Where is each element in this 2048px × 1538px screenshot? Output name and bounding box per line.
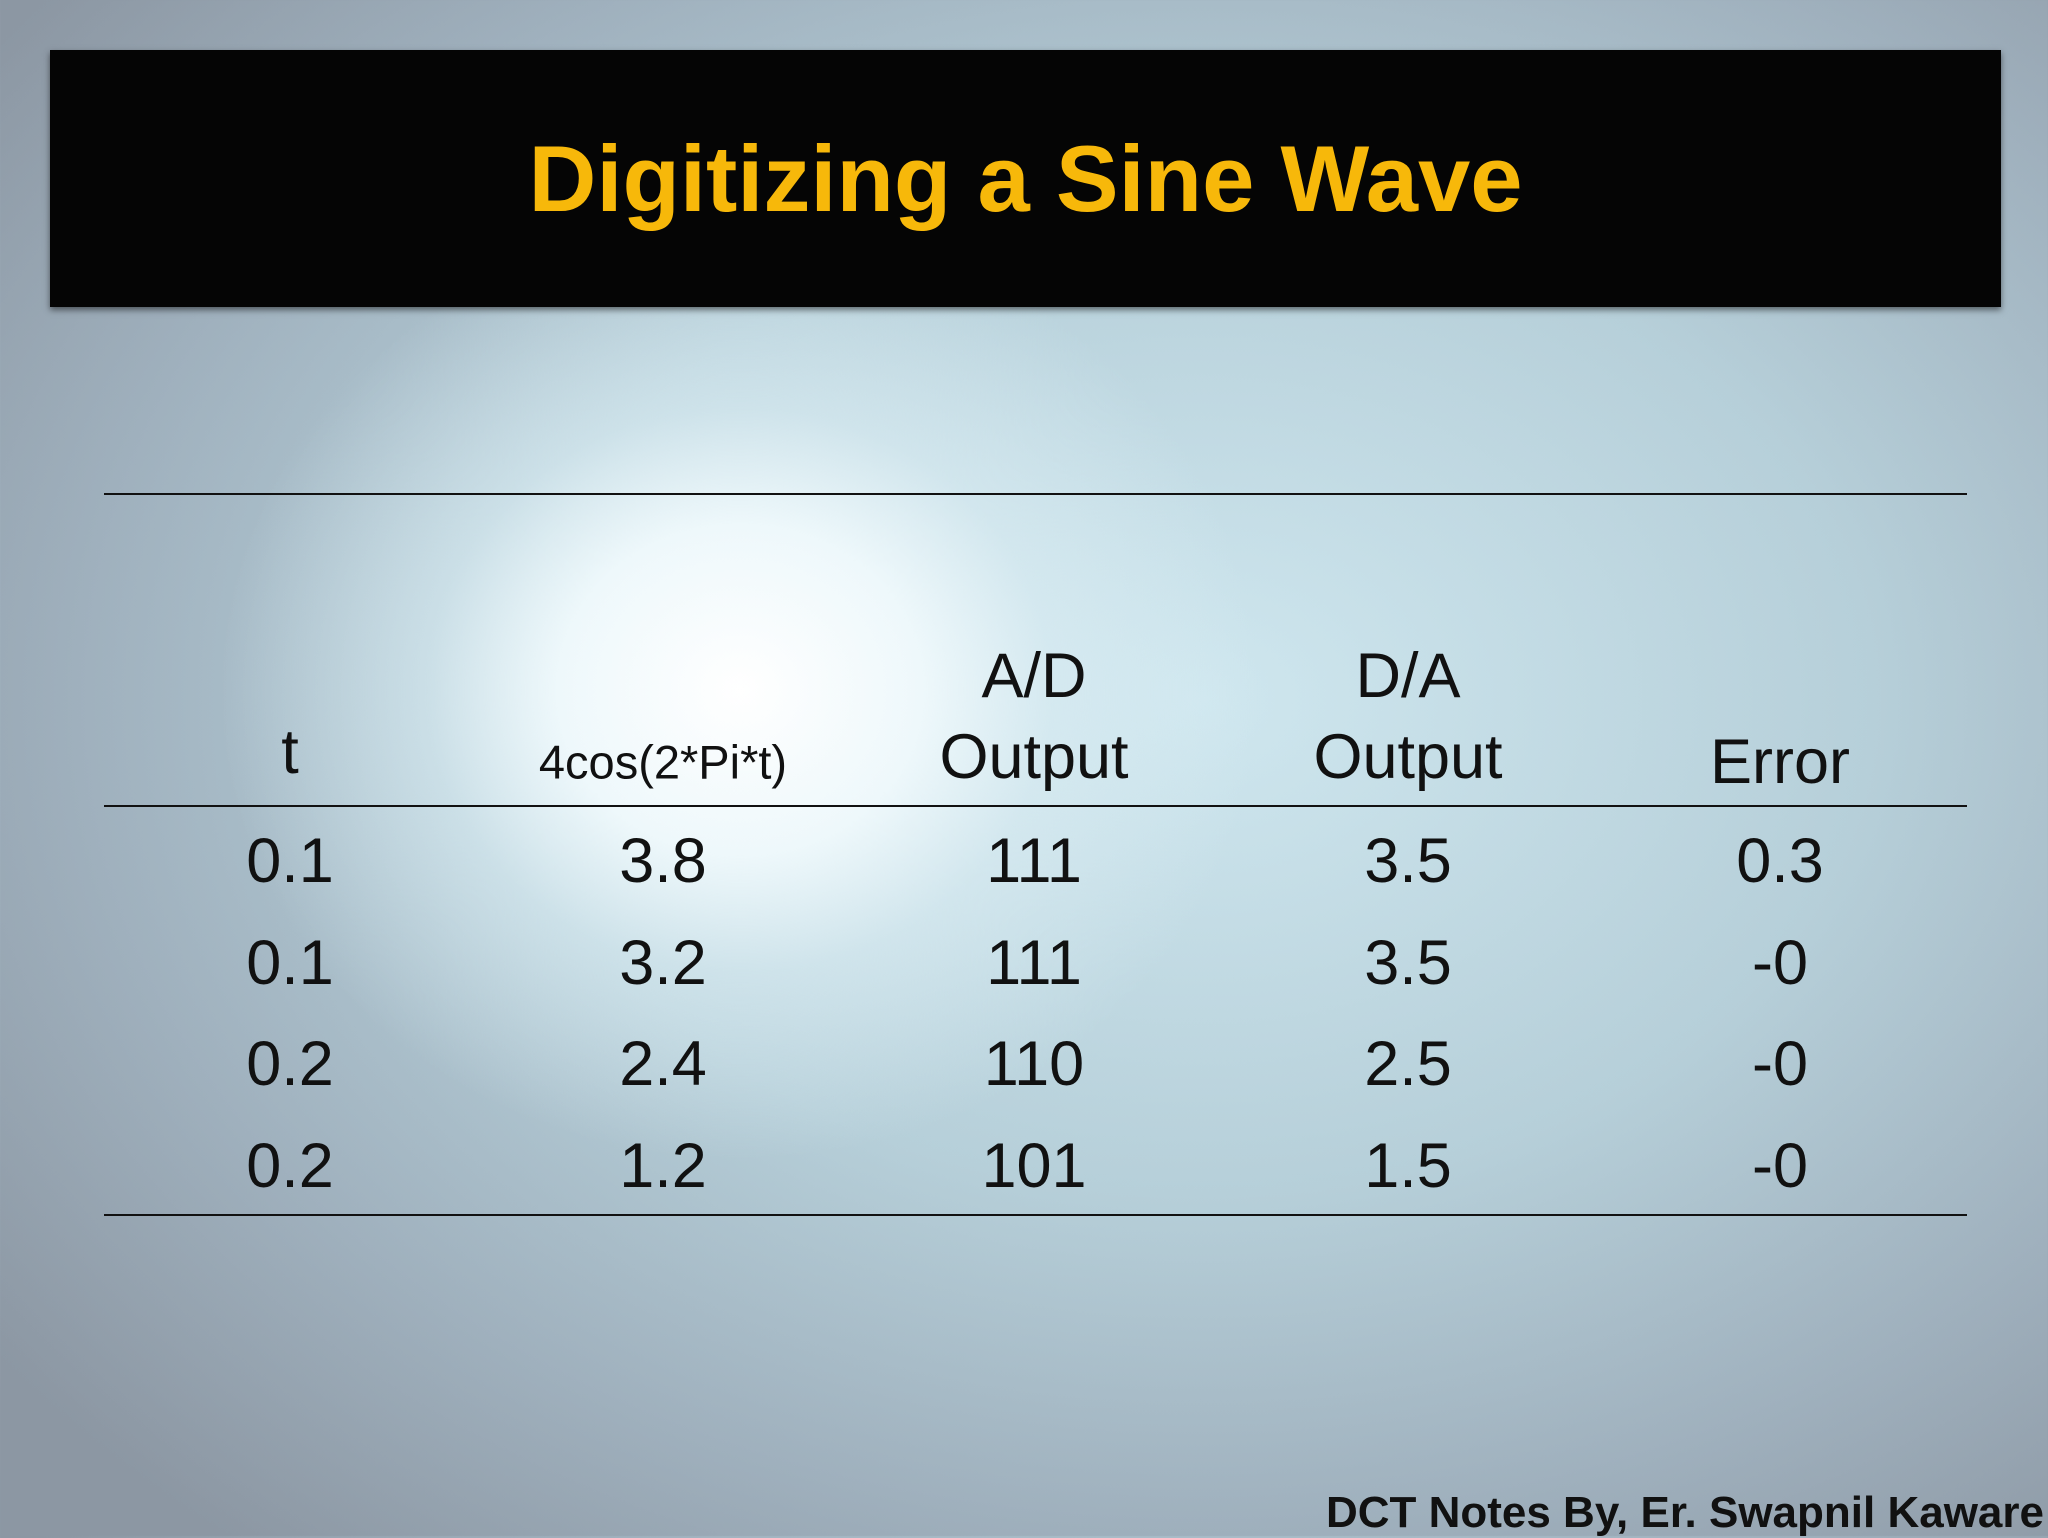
table-cell: 111	[986, 826, 1082, 896]
table-cell: -0	[1751, 1131, 1809, 1201]
table-cell: 0.1	[246, 928, 334, 998]
table-cell: 1.2	[619, 1131, 707, 1201]
column-header: 4cos(2*Pi*t)	[538, 735, 788, 789]
footer-credit: DCT Notes By, Er. Swapnil Kaware	[1325, 1488, 2044, 1537]
table-cell: 1.5	[1364, 1131, 1452, 1201]
column-header: Output	[939, 722, 1129, 792]
table-cell: 0.1	[246, 826, 334, 896]
table-cell: 0.2	[246, 1029, 334, 1099]
table-bottom-rule	[104, 1214, 1967, 1216]
column-header: Output	[1313, 722, 1503, 792]
table-cell: 2.5	[1364, 1029, 1452, 1099]
table-cell: 3.5	[1364, 928, 1452, 998]
slide-title: Digitizing a Sine Wave	[528, 126, 1523, 231]
table-cell: 3.8	[619, 826, 707, 896]
table-cell: 3.2	[619, 928, 707, 998]
table-cell: -0	[1751, 1029, 1809, 1099]
table-cell: 110	[983, 1029, 1085, 1099]
title-bar: Digitizing a Sine Wave	[50, 50, 2001, 307]
column-header: D/A	[1355, 641, 1461, 711]
column-header: t	[281, 717, 299, 787]
table-cell: 0.3	[1736, 826, 1824, 896]
table-cell: 0.2	[246, 1131, 334, 1201]
header-rule	[104, 805, 1967, 807]
column-header: Error	[1710, 727, 1850, 797]
table-cell: 111	[986, 928, 1082, 998]
table-cell: 2.4	[619, 1029, 707, 1099]
table-cell: -0	[1751, 928, 1809, 998]
table-cell: 101	[981, 1131, 1087, 1201]
column-header: A/D	[981, 641, 1087, 711]
table-cell: 3.5	[1364, 826, 1452, 896]
table-top-rule	[104, 493, 1967, 495]
